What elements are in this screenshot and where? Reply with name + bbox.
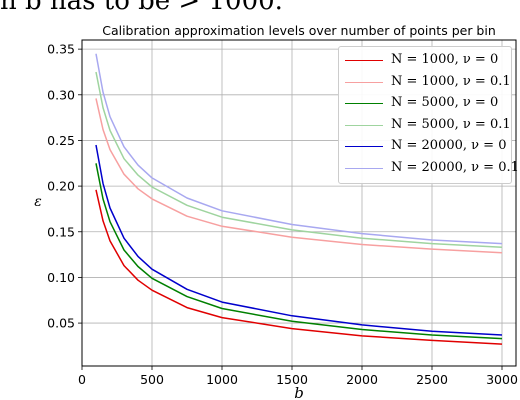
legend-label: N = 5000, ν = 0.1 — [391, 116, 511, 132]
legend: N = 1000, ν = 0 N = 1000, ν = 0.1 N = 5000… — [338, 46, 519, 184]
x-tick-label: 1000 — [206, 372, 238, 387]
y-axis-label: ε — [34, 194, 42, 210]
legend-swatch — [345, 60, 383, 61]
legend-label: N = 5000, ν = 0 — [391, 95, 499, 110]
legend-swatch — [345, 146, 383, 147]
x-tick-label: 0 — [78, 372, 86, 387]
series-line — [95, 163, 503, 340]
x-axis-label: b — [294, 384, 304, 400]
y-tick-label: 0.35 — [47, 42, 75, 57]
plot-frame — [81, 39, 517, 367]
y-tick-label: 0.25 — [47, 133, 75, 148]
series-line — [95, 71, 503, 249]
chart-title: Calibration approximation levels over nu… — [102, 23, 496, 38]
series-line — [95, 98, 503, 254]
y-tick-label: 0.30 — [47, 87, 75, 102]
legend-swatch — [345, 81, 383, 83]
legend-swatch — [345, 167, 383, 169]
series-line — [95, 144, 503, 336]
legend-entry: N = 1000, ν = 0.1 — [345, 73, 511, 93]
y-tick-label: 0.05 — [47, 316, 75, 331]
x-tick-label: 2000 — [346, 372, 378, 387]
header-snippet: n b has to be > 1000. — [0, 0, 283, 16]
legend-swatch — [345, 124, 383, 126]
x-tick-label: 500 — [140, 372, 164, 387]
series-line — [95, 189, 503, 345]
legend-entry: N = 5000, ν = 0 — [345, 94, 509, 114]
x-tick-label: 1500 — [276, 372, 308, 387]
legend-entry: N = 20000, ν = 0.1 — [345, 159, 519, 179]
legend-entry: N = 1000, ν = 0 — [345, 51, 509, 71]
y-tick-label: 0.20 — [47, 179, 75, 194]
legend-label: N = 1000, ν = 0 — [391, 52, 499, 67]
series-line — [95, 53, 503, 245]
axis-ticks: 0 500 1000 1500 2000 2500 3000 0.05 0.10 0.15 0.20… — [47, 42, 518, 387]
legend-label: N = 20000, ν = 0.1 — [391, 159, 519, 175]
legend-entry: N = 5000, ν = 0.1 — [345, 116, 511, 136]
y-tick-label: 0.15 — [47, 224, 75, 239]
x-tick-label: 3000 — [486, 372, 518, 387]
legend-label: N = 1000, ν = 0.1 — [391, 73, 511, 89]
legend-label: N = 20000, ν = 0 — [391, 138, 507, 153]
series-layer — [95, 53, 503, 345]
y-tick-label: 0.10 — [47, 270, 75, 285]
legend-swatch — [345, 103, 383, 104]
x-tick-label: 2500 — [416, 372, 448, 387]
legend-entry: N = 20000, ν = 0 — [345, 137, 509, 157]
